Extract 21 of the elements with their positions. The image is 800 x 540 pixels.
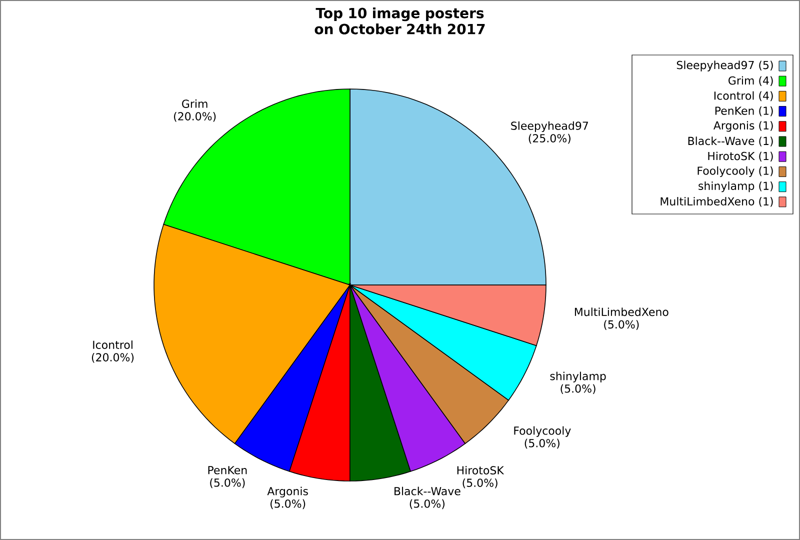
legend-label: HirotoSK (1)	[708, 152, 773, 162]
legend-label: Foolycooly (1)	[698, 166, 773, 178]
data-label: shinylamp (5.0%)	[550, 372, 606, 394]
legend-label: PenKen (1)	[715, 106, 773, 116]
legend-label: MultiLimbedXeno (1)	[660, 196, 773, 207]
chart-title: Top 10 image posters on October 24th 2017	[314, 8, 485, 34]
data-label: PenKen (5.0%)	[208, 466, 247, 488]
data-label: Grim (20.0%)	[174, 99, 216, 122]
data-label: Foolycooly (5.0%)	[514, 426, 571, 449]
legend-label: Sleepyhead97 (5)	[676, 60, 773, 72]
legend-label: Argonis (1)	[713, 121, 773, 132]
data-label: Black--Wave (5.0%)	[394, 486, 460, 510]
data-label: Sleepyhead97 (25.0%)	[511, 121, 588, 144]
data-label: Icontrol (20.0%)	[92, 340, 134, 363]
data-label: HirotoSK (5.0%)	[457, 466, 504, 488]
data-label: MultiLimbedXeno (5.0%)	[574, 308, 668, 330]
legend-label: Icontrol (4)	[714, 91, 773, 102]
legend-label: shinylamp (1)	[698, 181, 773, 192]
legend-label: Black--Wave (1)	[688, 136, 773, 146]
legend-label: Grim (4)	[728, 76, 773, 86]
data-label: Argonis (5.0%)	[267, 486, 308, 510]
